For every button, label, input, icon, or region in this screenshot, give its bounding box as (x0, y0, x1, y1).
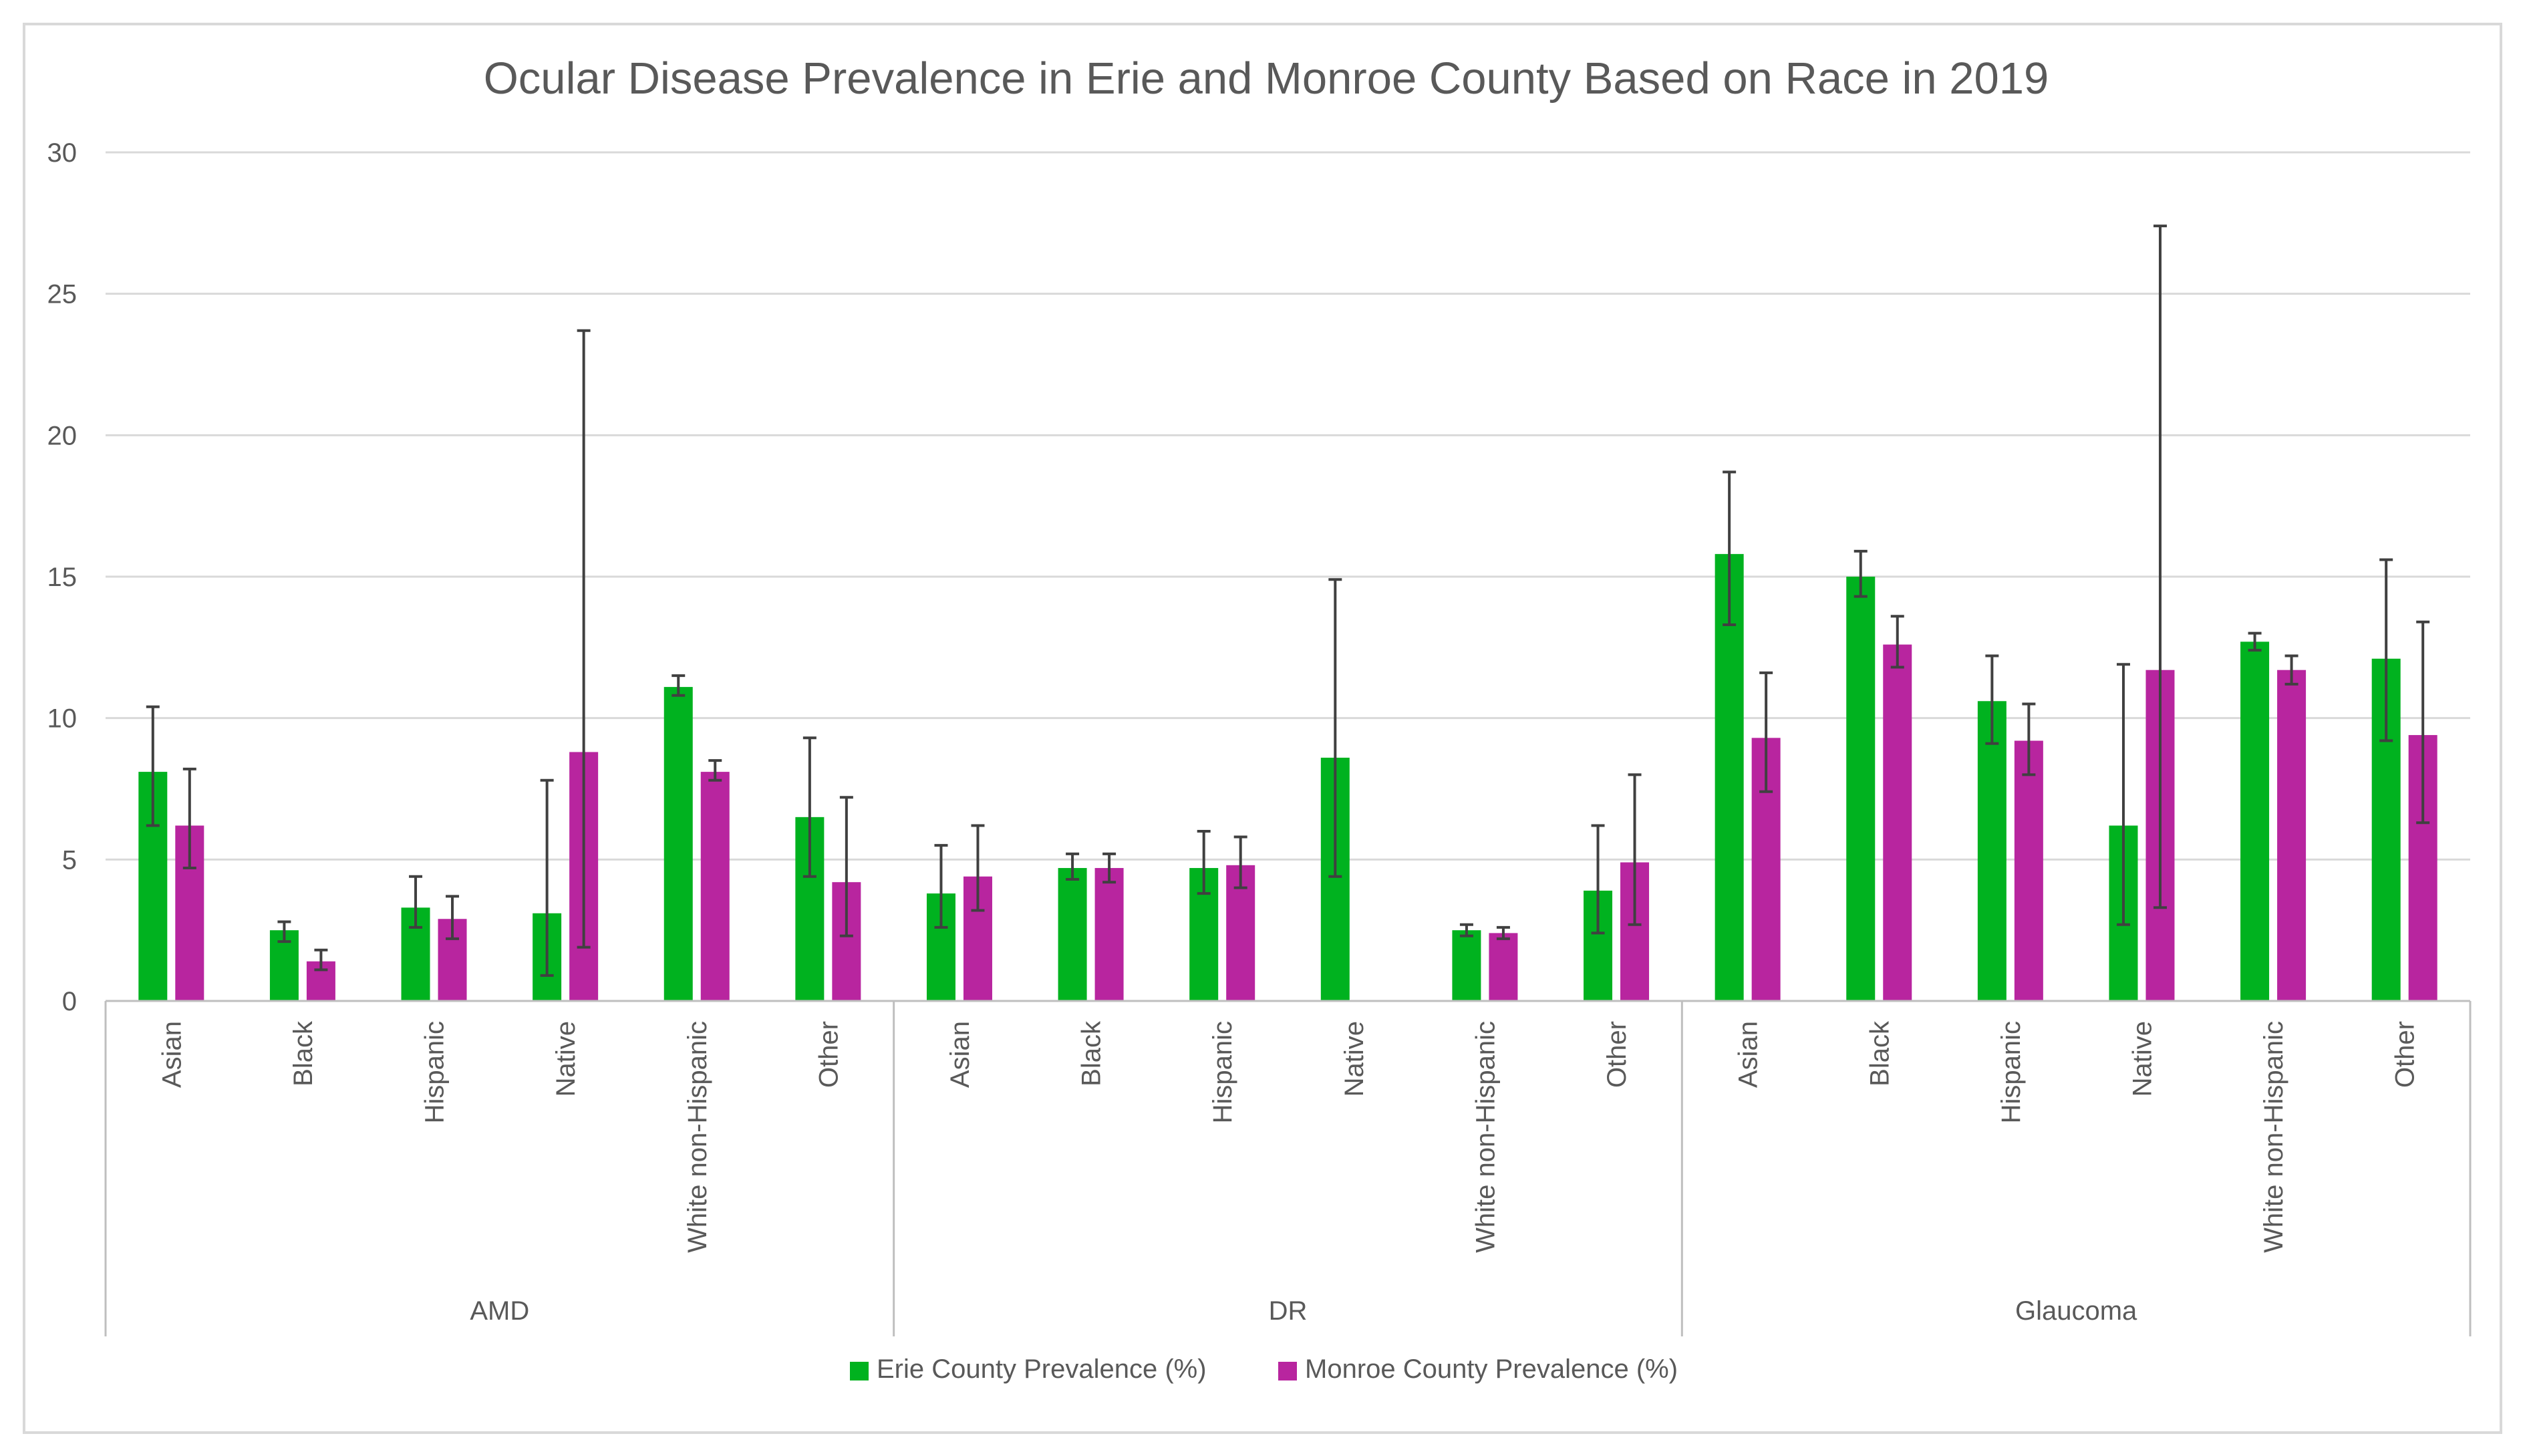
bar-erie-glaucoma-black (1846, 577, 1876, 1001)
category-label: Black (289, 1020, 318, 1086)
bar-erie-dr-black (1058, 868, 1087, 1001)
y-tick-label: 0 (62, 987, 77, 1016)
category-label: Black (1865, 1020, 1894, 1086)
category-label: White non-Hispanic (2259, 1021, 2288, 1253)
y-tick-label: 20 (47, 421, 78, 450)
category-labels: Asian Black Hispanic Native White non-Hispan… (157, 1020, 2419, 1253)
category-label: Black (1077, 1020, 1106, 1086)
bar-erie-glaucoma-asian (1715, 554, 1744, 1001)
category-label: Native (1340, 1021, 1369, 1097)
category-label: Other (2391, 1021, 2420, 1088)
legend-swatch-erie (850, 1362, 869, 1380)
chart-title: Ocular Disease Prevalence in Erie and Mo… (484, 53, 2049, 104)
group-label-dr: DR (1269, 1296, 1308, 1326)
category-label: Other (814, 1021, 843, 1088)
category-label: Native (551, 1021, 581, 1097)
category-label: Hispanic (1996, 1021, 2026, 1123)
bar-erie-amd-white-non-hispanic (663, 687, 693, 1001)
gridlines (106, 151, 2470, 861)
category-label: Native (2127, 1021, 2157, 1097)
bars (138, 554, 2437, 1001)
y-tick-label: 25 (47, 280, 78, 309)
category-label: Asian (945, 1021, 975, 1088)
chart-frame (23, 23, 2502, 1434)
bar-monroe-glaucoma-hispanic (2014, 740, 2043, 1001)
category-label: Asian (157, 1021, 186, 1088)
bar-monroe-dr-white-non-hispanic (1489, 933, 1518, 1001)
category-label: White non-Hispanic (1471, 1021, 1500, 1253)
category-label: Asian (1734, 1021, 1763, 1088)
bar-monroe-amd-white-non-hispanic (700, 772, 730, 1001)
legend-swatch-monroe (1278, 1362, 1297, 1380)
category-label: White non-Hispanic (683, 1021, 712, 1253)
group-label-glaucoma: Glaucoma (2015, 1296, 2137, 1326)
bar-monroe-dr-black (1094, 868, 1124, 1001)
bar-monroe-glaucoma-white-non-hispanic (2277, 670, 2307, 1001)
bar-erie-glaucoma-hispanic (1977, 701, 2007, 1001)
legend-label-erie: Erie County Prevalence (%) (877, 1354, 1207, 1384)
y-tick-label: 5 (62, 845, 77, 875)
legend: Erie County Prevalence (%) Monroe County … (850, 1354, 1678, 1384)
category-axis (104, 1000, 2472, 1336)
legend-label-monroe: Monroe County Prevalence (%) (1305, 1354, 1678, 1384)
group-labels: AMD DR Glaucoma (470, 1296, 2137, 1326)
bar-monroe-glaucoma-black (1883, 644, 1912, 1001)
y-axis-ticks: 0 5 10 15 20 25 30 (47, 138, 78, 1016)
group-label-amd: AMD (470, 1296, 529, 1326)
y-tick-label: 30 (47, 138, 78, 168)
y-tick-label: 15 (47, 563, 78, 592)
error-bars (146, 225, 2430, 977)
category-label: Hispanic (1208, 1021, 1237, 1123)
bar-erie-glaucoma-white-non-hispanic (2240, 641, 2270, 1001)
category-label: Hispanic (420, 1021, 450, 1123)
bar-erie-dr-white-non-hispanic (1452, 930, 1481, 1001)
category-label: Other (1602, 1021, 1632, 1088)
y-tick-label: 10 (47, 704, 78, 734)
